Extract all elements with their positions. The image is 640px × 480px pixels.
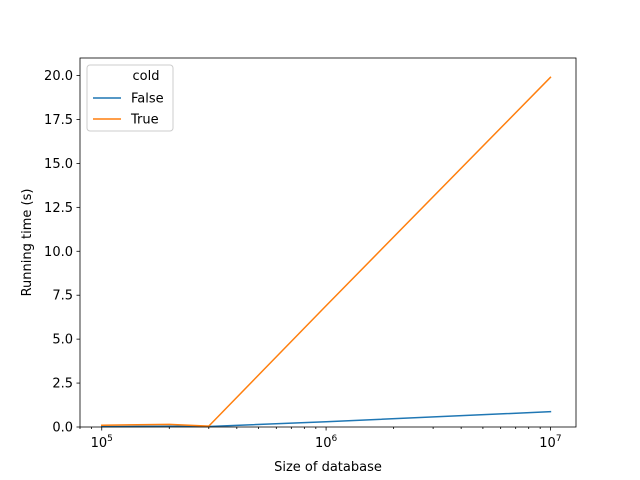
y-tick-label: 17.5 xyxy=(44,113,73,128)
y-tick-label: 12.5 xyxy=(44,201,73,216)
y-tick-label: 10.0 xyxy=(44,245,73,260)
legend-label-false: False xyxy=(131,92,164,107)
y-tick-label: 15.0 xyxy=(44,157,73,172)
legend-title: cold xyxy=(133,69,160,84)
y-axis-ticks: 0.0 2.5 5.0 7.5 10.0 12.5 15.0 17.5 20.0 xyxy=(44,69,80,436)
x-axis-ticks: 105 106 107 xyxy=(79,427,562,451)
x-tick-label: 107 xyxy=(539,434,561,451)
y-tick-label: 20.0 xyxy=(44,69,73,84)
series-line-true xyxy=(100,76,552,427)
x-tick-label: 106 xyxy=(315,434,338,451)
plot-area xyxy=(100,76,552,428)
x-tick-label: 105 xyxy=(91,434,113,451)
legend-entries: False True xyxy=(93,92,164,128)
legend: cold False True xyxy=(86,64,174,132)
y-tick-label: 0.0 xyxy=(52,421,73,436)
y-tick-label: 5.0 xyxy=(52,333,73,348)
y-tick-label: 7.5 xyxy=(52,289,73,304)
legend-label-true: True xyxy=(130,113,159,128)
x-axis-label: Size of database xyxy=(274,460,382,475)
y-axis-label: Running time (s) xyxy=(20,189,35,297)
legend-box xyxy=(86,64,174,132)
plot-frame xyxy=(79,57,577,428)
y-tick-label: 2.5 xyxy=(52,377,73,392)
